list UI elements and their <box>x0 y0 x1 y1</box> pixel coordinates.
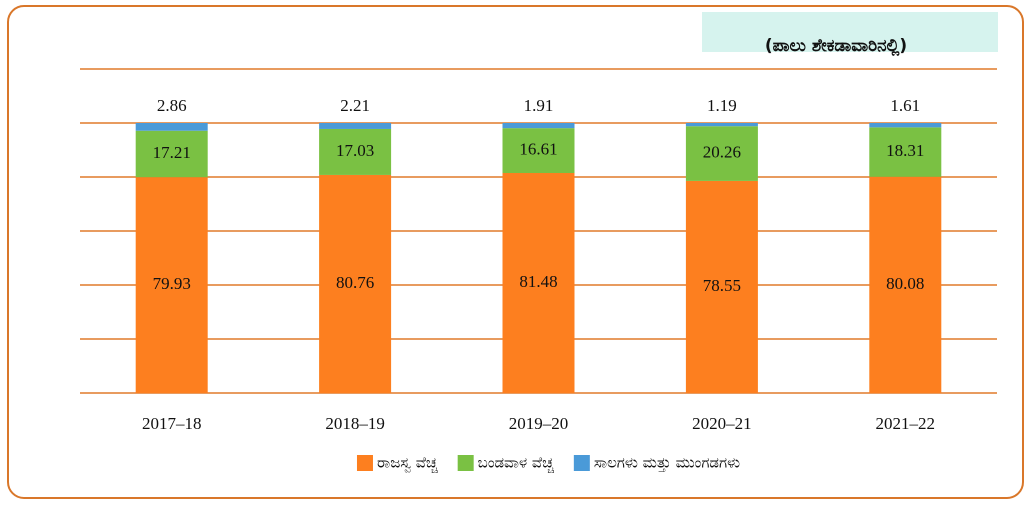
legend-swatch <box>356 455 373 471</box>
bar-segment <box>685 126 758 181</box>
bar-segment <box>869 176 942 393</box>
x-tick-label: 2020–21 <box>692 414 752 433</box>
bar-segment <box>319 123 392 129</box>
bar-segment <box>502 128 575 174</box>
bar-segment <box>502 123 575 129</box>
data-label: 2.21 <box>340 96 370 115</box>
x-tick-label: 2017–18 <box>142 414 202 433</box>
data-label: 1.61 <box>890 96 920 115</box>
bar-segment <box>869 123 942 128</box>
bar-segment <box>869 127 942 177</box>
legend-swatch <box>573 455 590 471</box>
x-tick-label: 2019–20 <box>509 414 569 433</box>
data-label: 18.31 <box>886 141 924 160</box>
legend-label: ಬಂಡವಾಳ ವೆಚ್ಚ <box>478 454 555 474</box>
data-label: 20.26 <box>703 142 741 161</box>
data-label: 80.76 <box>336 273 374 292</box>
x-tick-label: 2021–22 <box>876 414 936 433</box>
data-label: 16.61 <box>519 139 557 158</box>
bar-segment <box>685 123 758 127</box>
data-label: 1.19 <box>707 96 737 115</box>
bar-segment <box>135 130 208 178</box>
data-label: 79.93 <box>153 274 191 293</box>
annotation-box <box>702 12 998 52</box>
data-label: 78.55 <box>703 276 741 295</box>
legend-label: ಸಾಲಗಳು ಮತ್ತು ಮುಂಗಡಗಳು <box>594 454 740 472</box>
data-label: 17.21 <box>153 143 191 162</box>
bar-segment <box>319 128 392 175</box>
x-tick-label: 2018–19 <box>325 414 385 433</box>
data-label: 1.91 <box>524 96 554 115</box>
data-label: 2.86 <box>157 96 187 115</box>
legend-swatch <box>457 455 474 471</box>
data-label: 81.48 <box>519 272 557 291</box>
bar-segment <box>319 174 392 393</box>
bar-segment <box>135 123 208 131</box>
bar-segment <box>135 177 208 393</box>
data-label: 17.03 <box>336 141 374 160</box>
bar-segment <box>502 173 575 393</box>
data-label: 80.08 <box>886 274 924 293</box>
bar-segment <box>685 180 758 393</box>
annotation: (ಪಾಲು ಶೇಕಡಾವಾರಿನಲ್ಲಿ) <box>765 36 907 57</box>
legend-label: ರಾಜಸ್ವ ವೆಚ್ಚ <box>377 454 438 474</box>
